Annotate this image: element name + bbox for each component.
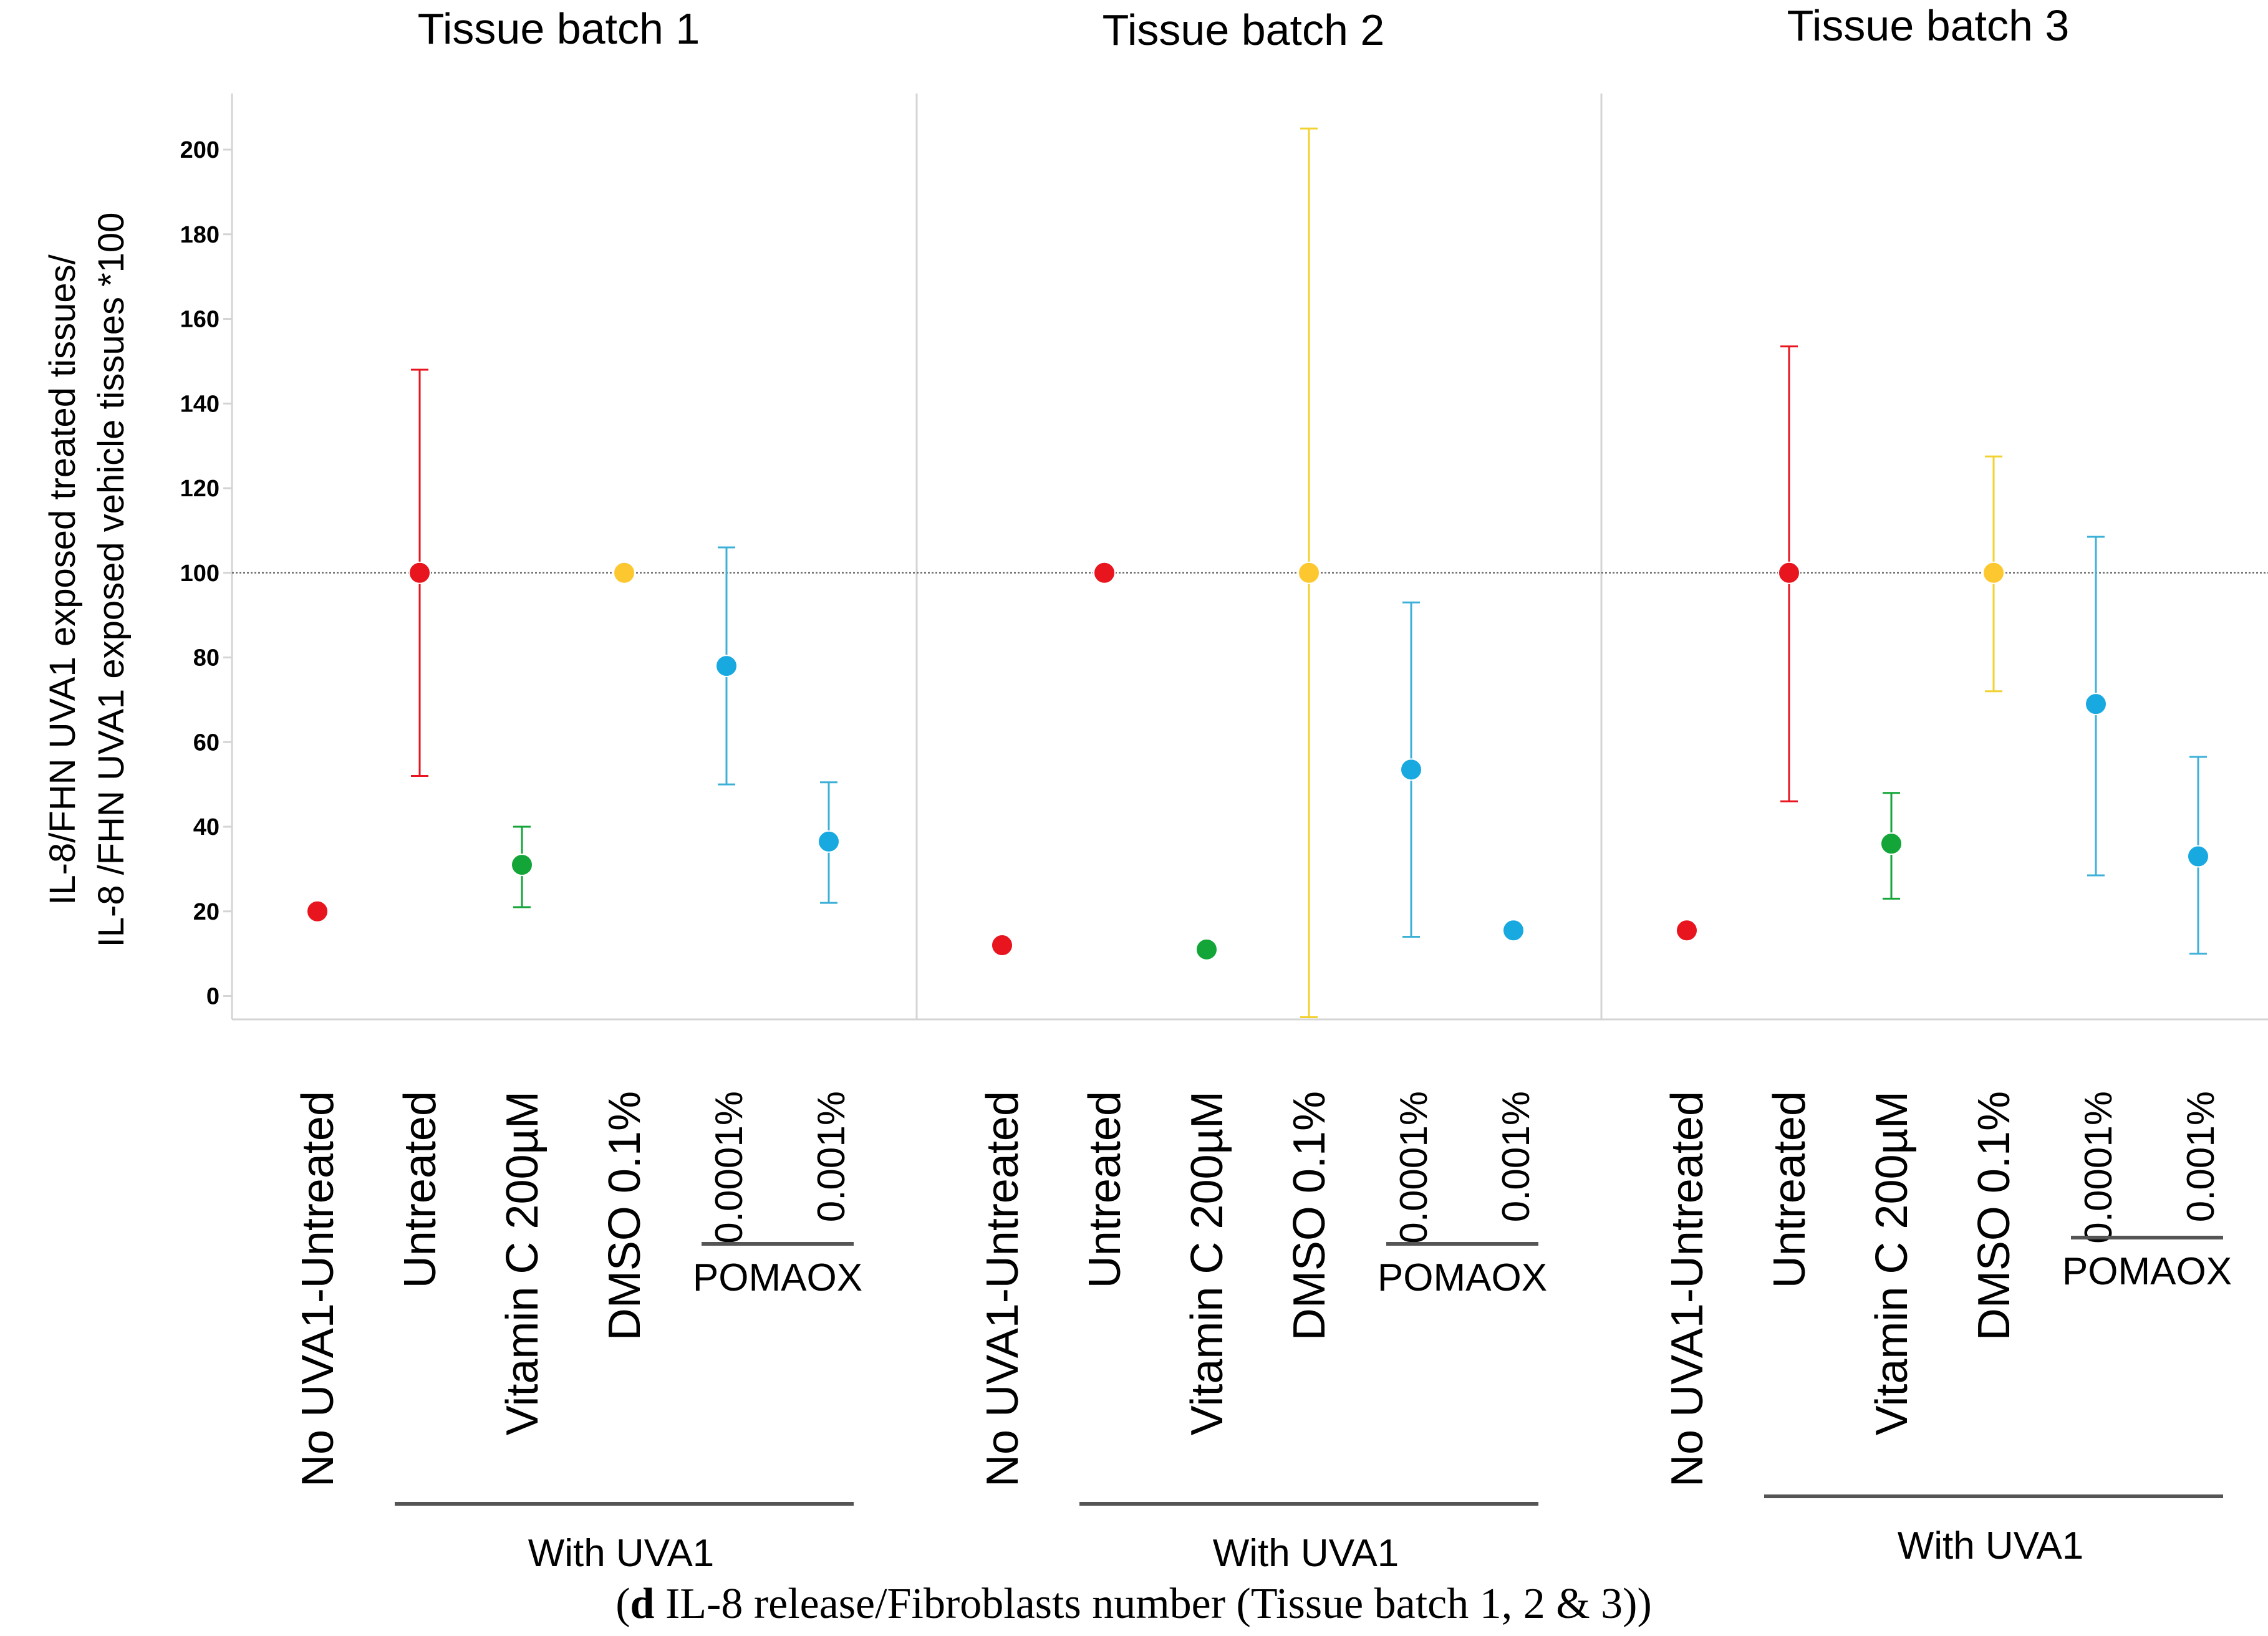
y-tick-label: 180 — [180, 222, 220, 248]
y-tick-label: 60 — [193, 729, 220, 756]
data-point — [1400, 758, 1422, 781]
data-point — [306, 900, 329, 923]
pomaox-label: POMAOX — [2062, 1250, 2232, 1293]
data-point — [1093, 561, 1116, 584]
category-label: Untreated — [1080, 1091, 1130, 1288]
category-label: No UVA1-Untreated — [1662, 1091, 1712, 1487]
data-point — [2187, 845, 2209, 868]
data-point — [1982, 561, 2005, 584]
y-tick-label: 100 — [180, 561, 220, 587]
data-point — [511, 854, 533, 877]
data-point — [1298, 561, 1320, 584]
y-tick-label: 200 — [180, 137, 220, 163]
y-axis-label: IL-8/FHN UVA1 exposed treated tissues/ I… — [42, 213, 132, 948]
with-uva1-label: With UVA1 — [1898, 1524, 2084, 1567]
data-point — [818, 830, 840, 853]
category-label: Untreated — [395, 1091, 445, 1288]
data-point — [1195, 938, 1218, 961]
category-label: 0.0001% — [1392, 1091, 1436, 1244]
pomaox-label: POMAOX — [1378, 1256, 1547, 1299]
category-label: No UVA1-Untreated — [293, 1091, 343, 1487]
batch-panel-2: Tissue batch 2 No UVA1-Untreated Untreated… — [978, 6, 1547, 1575]
category-label: Vitamin C 200µM — [498, 1091, 548, 1435]
y-tick-label: 0 — [206, 984, 220, 1010]
category-label: Vitamin C 200µM — [1867, 1091, 1917, 1435]
data-point — [2085, 693, 2107, 716]
category-label: Untreated — [1765, 1091, 1815, 1288]
caption-letter: d — [630, 1580, 655, 1628]
data-point — [715, 655, 738, 678]
category-label: 0.001% — [2179, 1091, 2222, 1222]
y-axis-label-line2: IL-8 /FHN UVA1 exposed vehicle tissues *… — [91, 213, 132, 948]
y-tick-label: 140 — [180, 391, 220, 417]
category-label: 0.001% — [810, 1091, 853, 1222]
batch-panel-3: Tissue batch 3 No UVA1-Untreated Untreated… — [1662, 1, 2232, 1567]
caption-text: IL-8 release/Fibroblasts number (Tissue … — [654, 1580, 1637, 1628]
batch-layer: Tissue batch 1 No UVA1-Untreated Untreated… — [293, 1, 2232, 1575]
pomaox-label: POMAOX — [693, 1256, 862, 1299]
data-point — [991, 934, 1013, 957]
with-uva1-label: With UVA1 — [1213, 1532, 1399, 1575]
y-axis-label-line1: IL-8/FHN UVA1 exposed treated tissues/ — [42, 254, 83, 905]
y-tick-label: 120 — [180, 476, 220, 502]
data-point — [1778, 561, 1800, 584]
with-uva1-label: With UVA1 — [528, 1532, 715, 1575]
batch-title: Tissue batch 3 — [1787, 1, 2070, 50]
y-tick-label: 80 — [193, 645, 220, 671]
data-point — [613, 561, 635, 584]
category-label: 0.0001% — [2077, 1091, 2120, 1244]
batch-panel-1: Tissue batch 1 No UVA1-Untreated Untreated… — [293, 4, 862, 1575]
data-point — [1880, 832, 1903, 855]
data-point — [1676, 919, 1698, 942]
data-point — [1502, 919, 1525, 942]
category-label: DMSO 0.1% — [1285, 1091, 1334, 1340]
category-label: 0.001% — [1495, 1091, 1538, 1222]
category-label: DMSO 0.1% — [1969, 1091, 2019, 1340]
category-label: Vitamin C 200µM — [1182, 1091, 1232, 1435]
data-point — [408, 561, 431, 584]
axes-layer: 0 20 40 60 80 100 120 140 160 180 200 — [180, 94, 2268, 1021]
category-label: DMSO 0.1% — [600, 1091, 650, 1340]
y-tick-label: 160 — [180, 307, 220, 333]
y-tick-label: 40 — [193, 814, 220, 840]
category-label: 0.0001% — [708, 1091, 751, 1244]
batch-title: Tissue batch 2 — [1103, 6, 1385, 54]
category-label: No UVA1-Untreated — [978, 1091, 1028, 1487]
figure-caption: (d IL-8 release/Fibroblasts number (Tiss… — [615, 1580, 1652, 1628]
batch-title: Tissue batch 1 — [418, 4, 700, 53]
y-tick-label: 20 — [193, 899, 220, 925]
